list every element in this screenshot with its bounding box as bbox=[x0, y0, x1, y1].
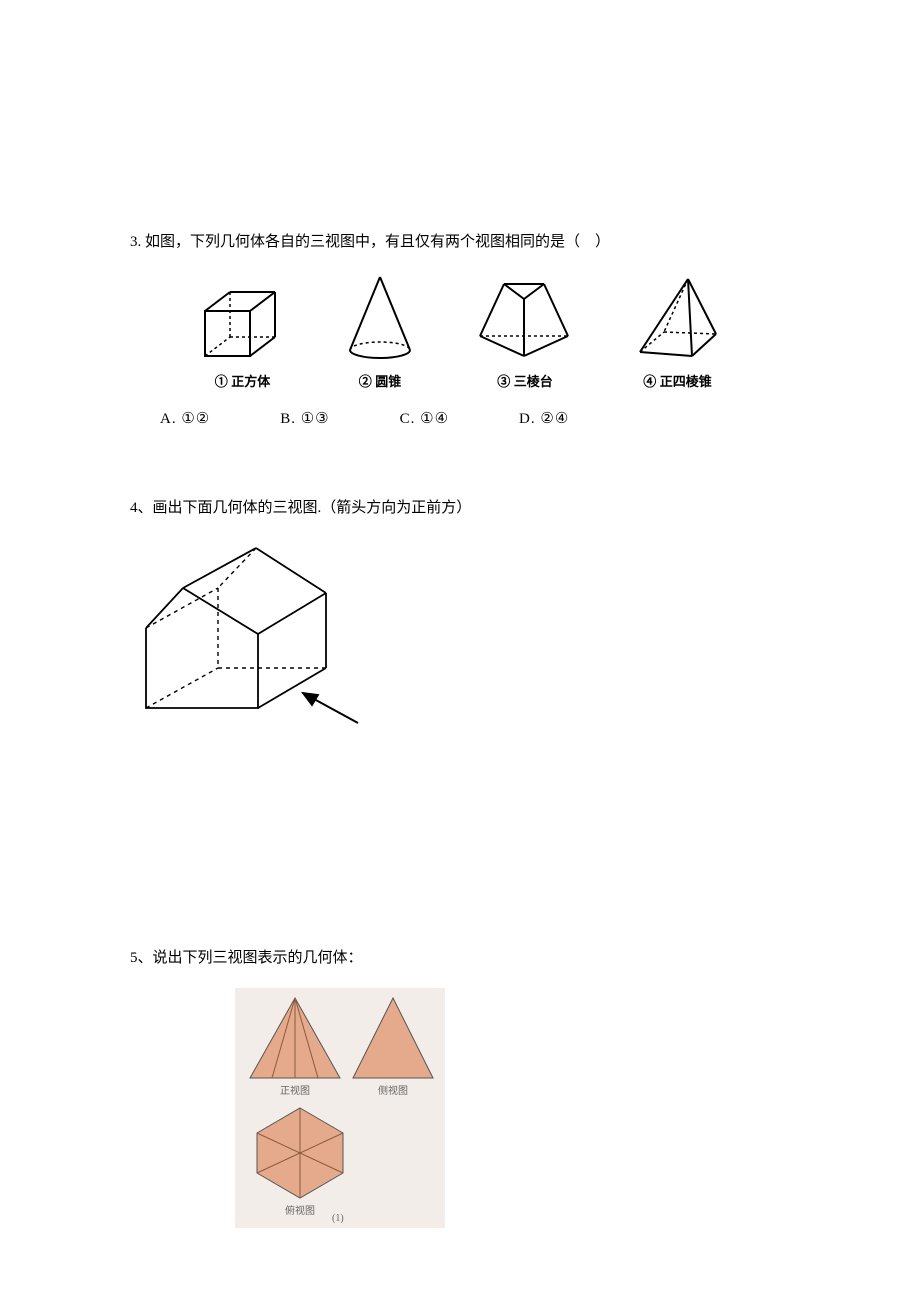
figure-cube: ① 正方体 bbox=[195, 286, 290, 393]
q4-block: 4、画出下面几何体的三视图.（箭头方向为正前方） bbox=[130, 496, 790, 746]
figure-index: (1) bbox=[332, 1213, 344, 1224]
side-view-label: 侧视图 bbox=[378, 1084, 408, 1097]
q4-figure bbox=[128, 538, 790, 746]
q3-figures-row: ① 正方体 ② 圆锥 bbox=[170, 272, 750, 393]
page-content: 3. 如图，下列几何体各自的三视图中，有且仅有两个视图相同的是（ ） bbox=[0, 0, 920, 1296]
figure-frustum: ③ 三棱台 bbox=[470, 274, 580, 393]
top-view-label: 俯视图 bbox=[285, 1204, 315, 1217]
pyramid-label: ④ 正四棱锥 bbox=[643, 372, 712, 393]
q5-text: 5、说出下列三视图表示的几何体： bbox=[130, 946, 790, 970]
frustum-icon bbox=[470, 274, 580, 364]
cone-label: ② 圆锥 bbox=[359, 372, 402, 393]
q5-block: 5、说出下列三视图表示的几何体： 正视图 侧视图 bbox=[130, 946, 790, 1236]
cube-label: ① 正方体 bbox=[215, 372, 271, 393]
pyramid-icon bbox=[630, 274, 725, 364]
q3-options: A. ①② B. ①③ C. ①④ D. ②④ bbox=[160, 407, 790, 431]
option-a: A. ①② bbox=[160, 407, 210, 431]
figure-cone: ② 圆锥 bbox=[340, 272, 420, 393]
house-icon bbox=[128, 538, 378, 738]
option-b: B. ①③ bbox=[280, 407, 329, 431]
cube-icon bbox=[195, 286, 290, 364]
q4-text: 4、画出下面几何体的三视图.（箭头方向为正前方） bbox=[130, 496, 790, 520]
option-d: D. ②④ bbox=[519, 407, 569, 431]
cone-icon bbox=[340, 272, 420, 364]
q5-figure: 正视图 侧视图 俯视图 (1) bbox=[235, 988, 790, 1236]
frustum-label: ③ 三棱台 bbox=[497, 372, 553, 393]
option-c: C. ①④ bbox=[400, 407, 449, 431]
orthographic-views-icon: 正视图 侧视图 俯视图 (1) bbox=[235, 988, 445, 1228]
q3-text: 3. 如图，下列几何体各自的三视图中，有且仅有两个视图相同的是（ ） bbox=[130, 230, 790, 254]
figure-pyramid: ④ 正四棱锥 bbox=[630, 274, 725, 393]
front-view-label: 正视图 bbox=[280, 1084, 310, 1097]
